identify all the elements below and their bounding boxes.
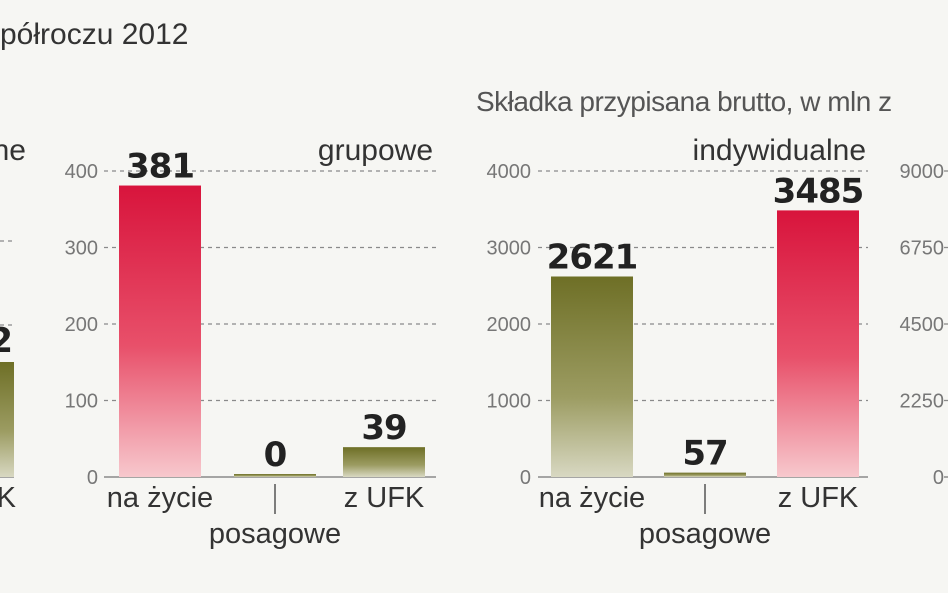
- panel1-value-label: 381: [126, 147, 194, 187]
- panel1-category-label: posagowe: [209, 518, 341, 550]
- panel1-title: grupowe: [318, 134, 433, 167]
- panel3-y-tick-label: 0: [933, 467, 944, 489]
- panel2-bar: [664, 472, 746, 477]
- panel2-category-label: posagowe: [639, 518, 771, 550]
- panel1-y-tick-label: 200: [65, 314, 98, 336]
- panel0-title-fragment: …ne: [0, 134, 26, 167]
- panel3-y-tick-label: 6750: [900, 238, 945, 260]
- panel2-title: indywidualne: [693, 134, 866, 167]
- panel2-value-label: 57: [682, 434, 727, 474]
- panel1-value-label: 0: [264, 435, 287, 475]
- panel1-value-label: 39: [361, 408, 406, 448]
- panel2-y-tick-label: 3000: [487, 238, 532, 260]
- panel3-y-tick-label: 9000: [900, 161, 945, 183]
- panel2-y-tick-label: 4000: [487, 161, 532, 183]
- panel2-bar: [777, 210, 859, 477]
- panel3-y-tick-label: 4500: [900, 314, 945, 336]
- panel2-value-label: 2621: [547, 237, 638, 277]
- panel1-y-tick-label: 300: [65, 238, 98, 260]
- chart-title-fragment: półroczu 2012: [0, 18, 189, 51]
- panel3-y-tick-label: 2250: [900, 391, 945, 413]
- panel2-value-label: 3485: [773, 171, 864, 211]
- panel1-y-tick-label: 100: [65, 391, 98, 413]
- panel0-category-label-fragment: …K: [0, 482, 17, 514]
- panel0-value-label-fragment: …2: [0, 321, 12, 361]
- panel1-bar: [343, 447, 425, 477]
- panel0-bar: [0, 362, 14, 477]
- chart-subtitle-fragment: Składka przypisana brutto, w mln z: [476, 86, 892, 117]
- panel1-bar: [234, 474, 316, 477]
- panel2-bar: [551, 276, 633, 477]
- panel2-y-tick-label: 2000: [487, 314, 532, 336]
- panel2-category-label: z UFK: [778, 482, 859, 514]
- panel1-y-tick-label: 400: [65, 161, 98, 183]
- panel2-y-tick-label: 1000: [487, 391, 532, 413]
- panel2-category-label: na życie: [539, 482, 645, 514]
- panel2-y-tick-label: 0: [520, 467, 531, 489]
- panel1-bar: [119, 185, 201, 477]
- panel1-category-label: na życie: [107, 482, 213, 514]
- panel1-y-tick-label: 0: [87, 467, 98, 489]
- panel1-category-label: z UFK: [344, 482, 425, 514]
